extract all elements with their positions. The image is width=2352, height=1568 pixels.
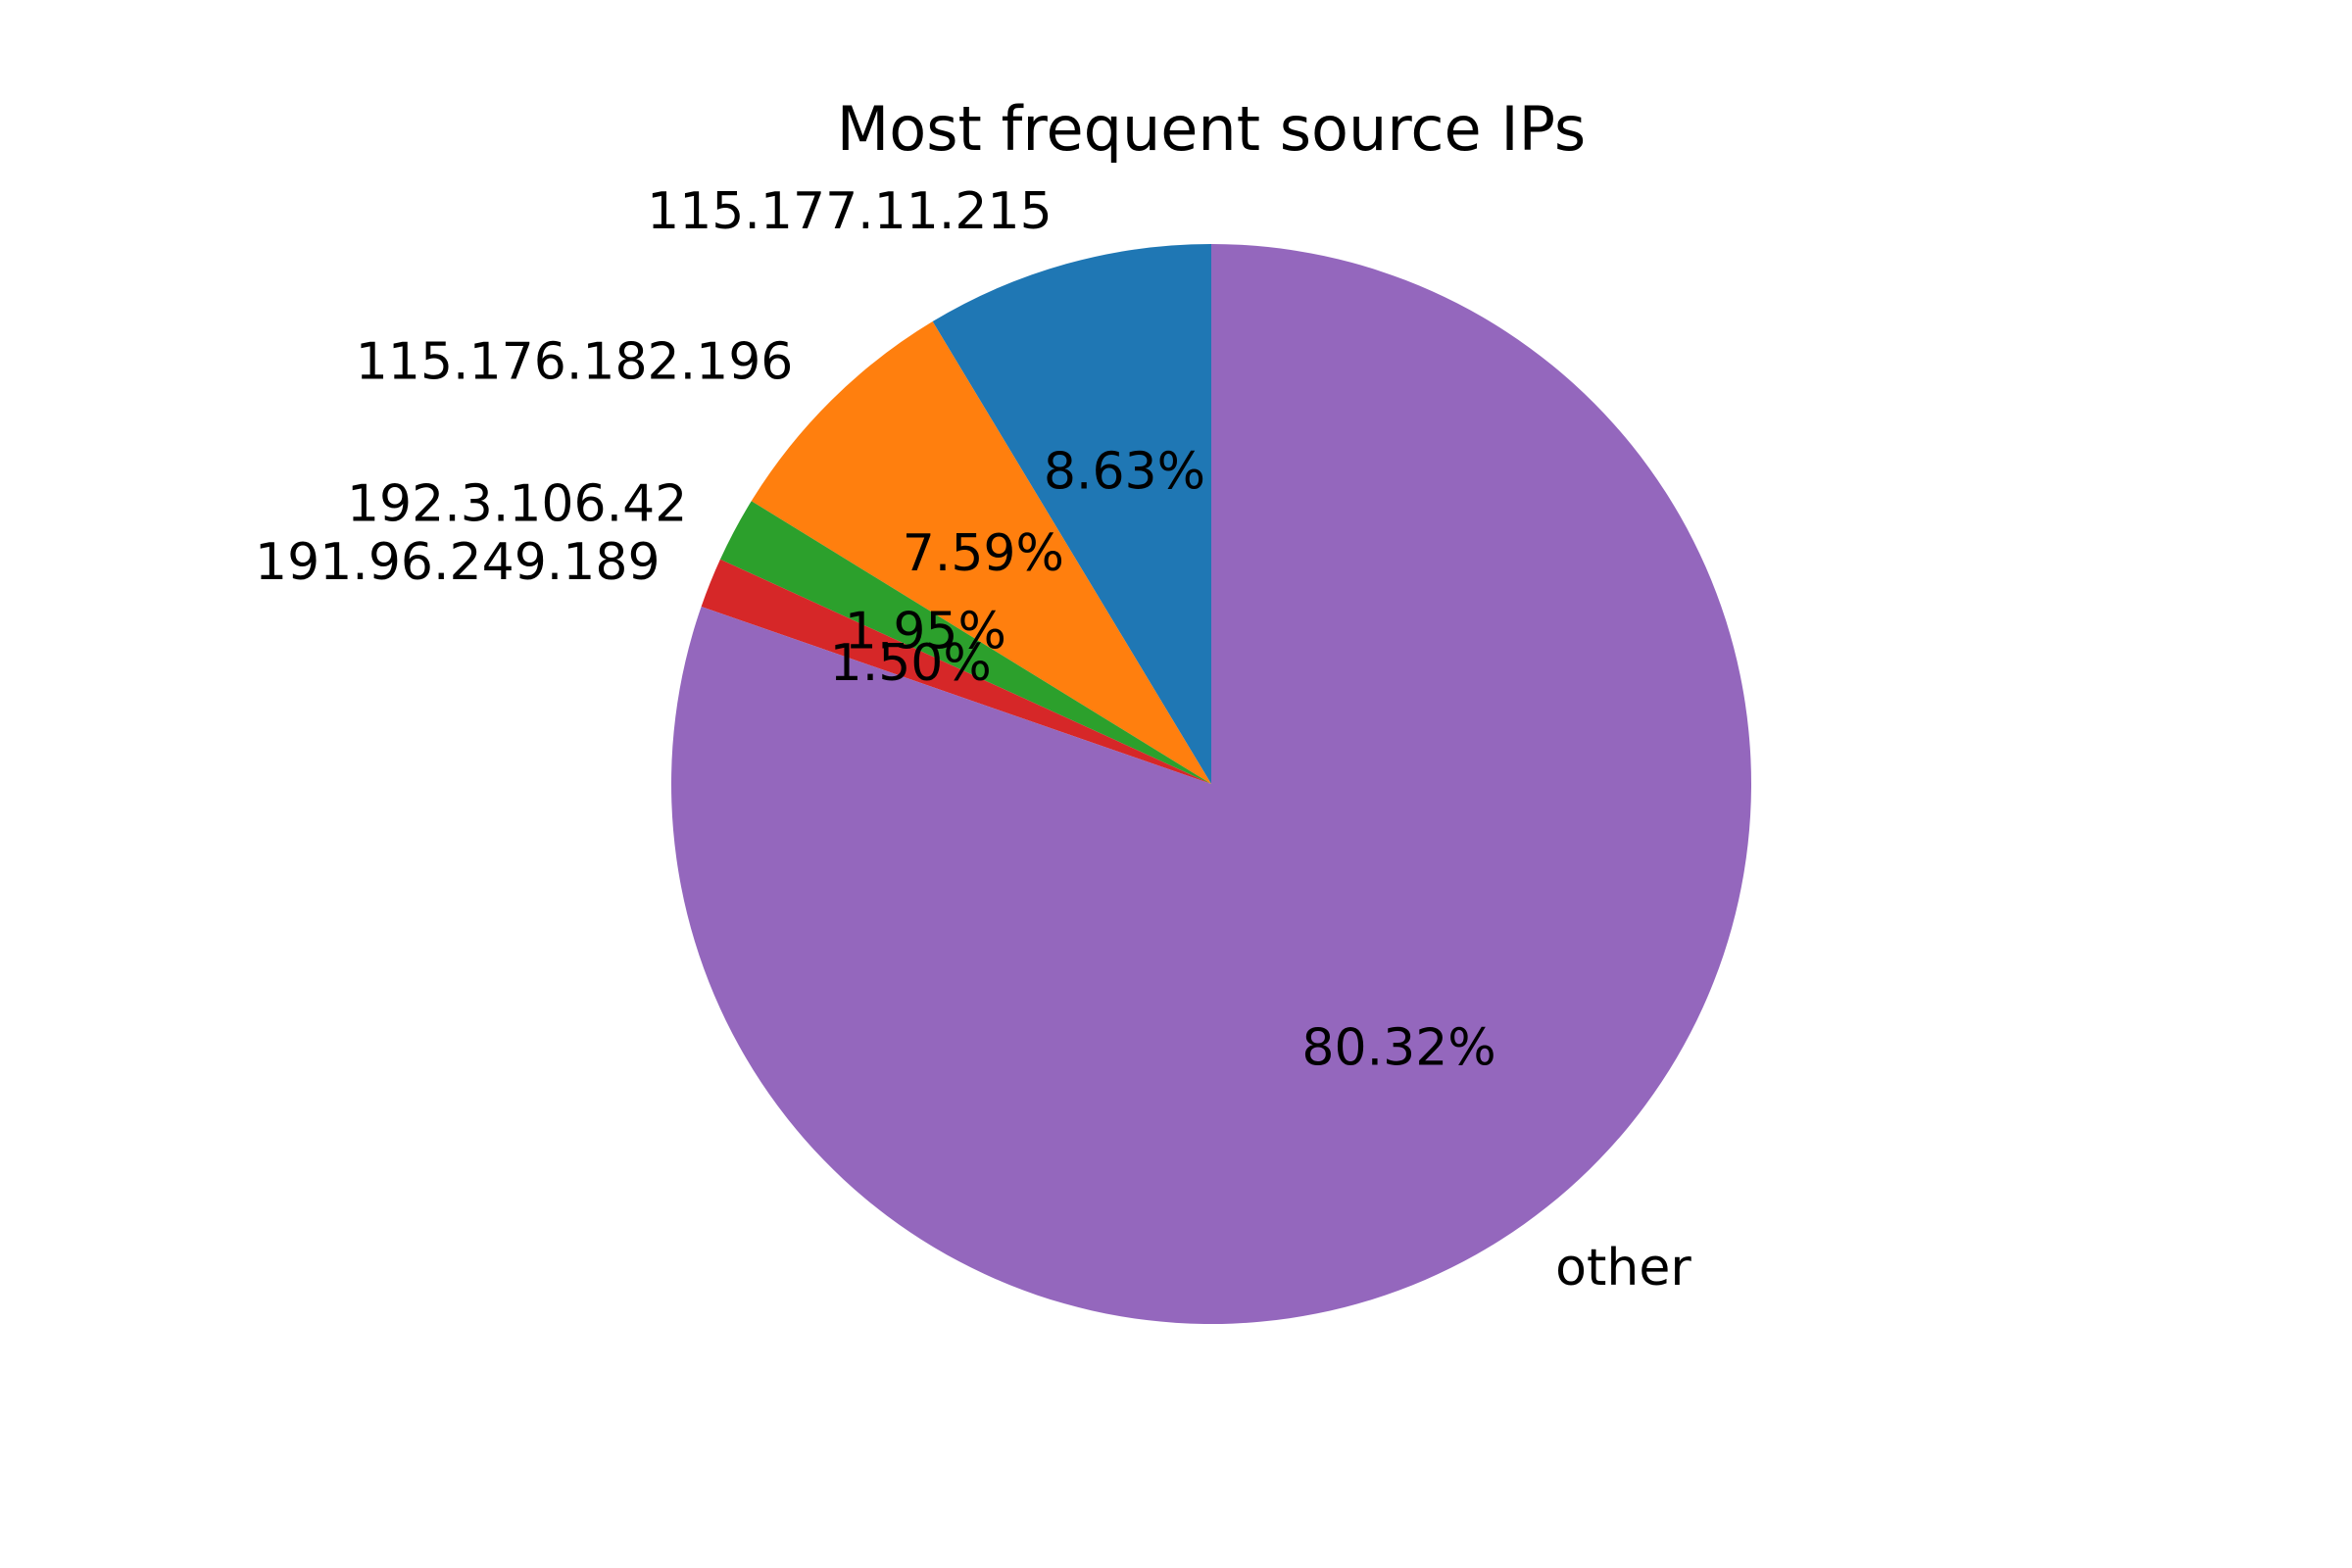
percent-label-2: 1.95% bbox=[845, 602, 1006, 661]
pie-slice-0 bbox=[932, 244, 1211, 784]
slice-label-0: 115.177.11.215 bbox=[647, 182, 1053, 241]
percent-labels: 8.63% 7.59% 1.95%1.50% 80.32% bbox=[830, 442, 1496, 1077]
pie-slice-3 bbox=[701, 559, 1211, 784]
percent-label-3: 1.50% bbox=[830, 634, 992, 693]
slice-label-2: 192.3.106.42 bbox=[347, 475, 687, 534]
pie-slice-2 bbox=[719, 501, 1211, 784]
slice-label-3: 191.96.249.189 bbox=[255, 533, 661, 592]
pie-slice-1 bbox=[751, 321, 1211, 784]
percent-label-4: 80.32% bbox=[1301, 1018, 1495, 1077]
pie-slices bbox=[671, 244, 1752, 1325]
slice-label-4: other bbox=[1555, 1239, 1691, 1298]
percent-label-0: 8.63% bbox=[1044, 442, 1205, 501]
slice-labels: 115.177.11.215 115.176.182.196 192.3.106.4… bbox=[255, 182, 1691, 1298]
slice-label-1: 115.176.182.196 bbox=[356, 332, 794, 391]
percent-label-1: 7.59% bbox=[903, 524, 1064, 583]
chart-title: Most frequent source IPs bbox=[837, 93, 1586, 165]
pie-slice-4 bbox=[671, 244, 1752, 1325]
